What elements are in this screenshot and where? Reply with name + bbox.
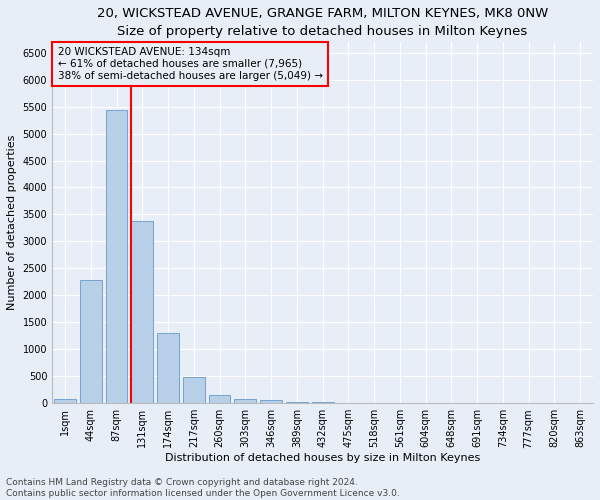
Text: Contains HM Land Registry data © Crown copyright and database right 2024.
Contai: Contains HM Land Registry data © Crown c… <box>6 478 400 498</box>
Bar <box>286 402 308 403</box>
Bar <box>235 399 256 403</box>
Y-axis label: Number of detached properties: Number of detached properties <box>7 135 17 310</box>
Bar <box>106 110 127 403</box>
Bar <box>209 394 230 403</box>
Bar <box>80 280 101 403</box>
Bar <box>260 400 282 403</box>
Bar <box>337 402 359 403</box>
Bar <box>131 221 153 403</box>
Bar <box>54 399 76 403</box>
Text: 20 WICKSTEAD AVENUE: 134sqm
← 61% of detached houses are smaller (7,965)
38% of : 20 WICKSTEAD AVENUE: 134sqm ← 61% of det… <box>58 48 323 80</box>
X-axis label: Distribution of detached houses by size in Milton Keynes: Distribution of detached houses by size … <box>165 453 480 463</box>
Bar <box>157 332 179 403</box>
Title: 20, WICKSTEAD AVENUE, GRANGE FARM, MILTON KEYNES, MK8 0NW
Size of property relat: 20, WICKSTEAD AVENUE, GRANGE FARM, MILTO… <box>97 7 548 38</box>
Bar <box>311 402 334 403</box>
Bar <box>183 378 205 403</box>
